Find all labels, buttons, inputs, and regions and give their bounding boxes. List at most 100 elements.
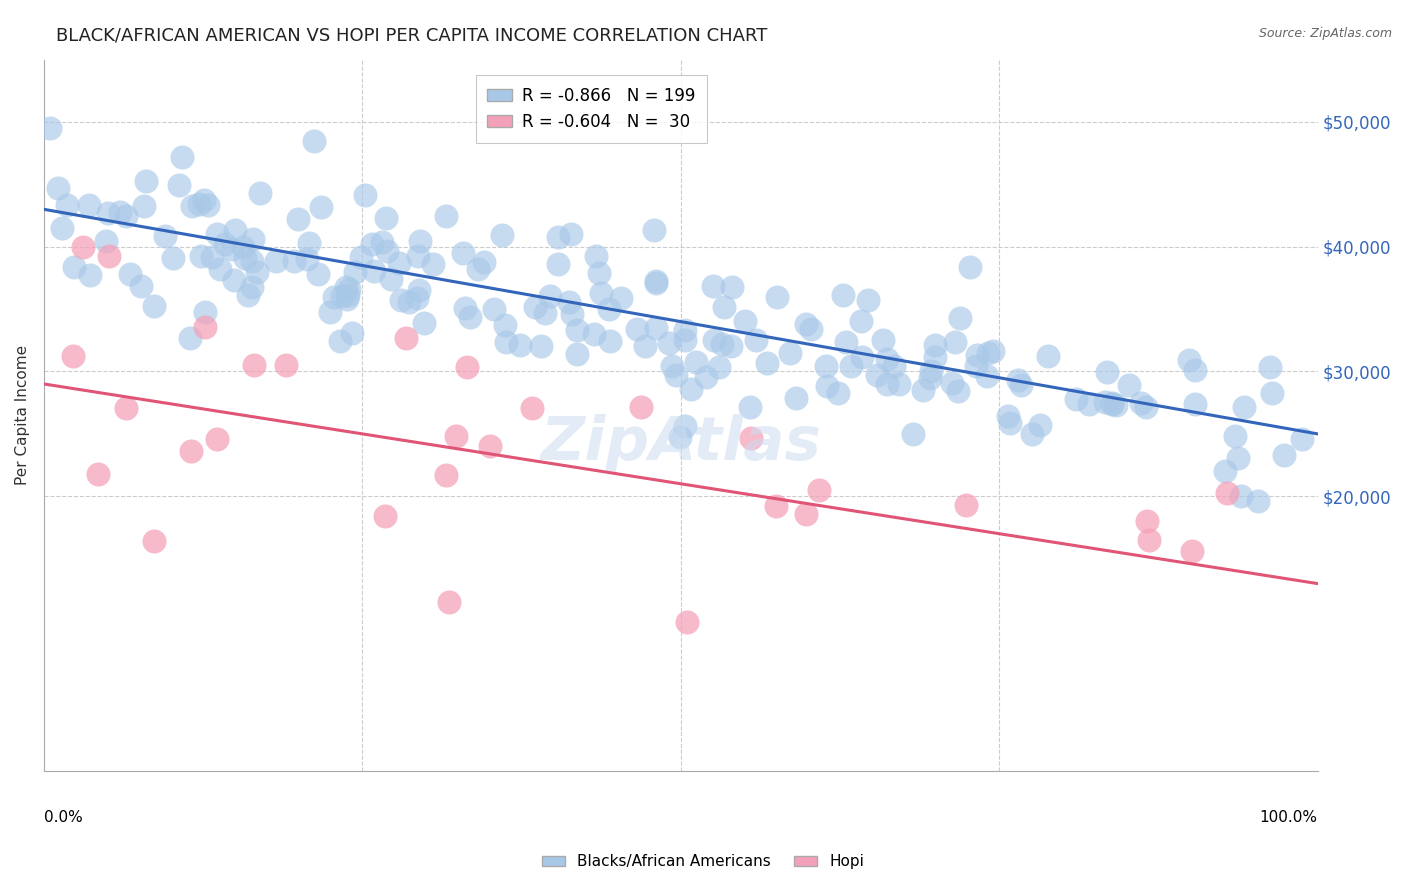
Point bbox=[1261, 386, 1284, 401]
Point bbox=[46, 181, 69, 195]
Point bbox=[609, 291, 631, 305]
Point bbox=[800, 322, 823, 336]
Point bbox=[214, 237, 236, 252]
Point bbox=[162, 251, 184, 265]
Point bbox=[340, 326, 363, 340]
Point bbox=[434, 468, 457, 483]
Point bbox=[274, 358, 297, 372]
Point bbox=[129, 279, 152, 293]
Point bbox=[377, 244, 399, 259]
Point bbox=[1291, 432, 1313, 446]
Point bbox=[924, 351, 946, 365]
Point bbox=[644, 276, 666, 290]
Point bbox=[491, 227, 513, 242]
Point bbox=[188, 196, 211, 211]
Point bbox=[630, 401, 652, 415]
Point bbox=[721, 280, 744, 294]
Point bbox=[1136, 514, 1159, 528]
Point bbox=[190, 249, 212, 263]
Point bbox=[1029, 417, 1052, 432]
Point bbox=[901, 427, 924, 442]
Point bbox=[668, 430, 690, 444]
Point bbox=[389, 293, 412, 307]
Point bbox=[495, 334, 517, 349]
Point bbox=[924, 338, 946, 352]
Point bbox=[115, 209, 138, 223]
Point bbox=[309, 200, 332, 214]
Point bbox=[530, 339, 553, 353]
Point bbox=[38, 120, 60, 135]
Point bbox=[1272, 448, 1295, 462]
Point bbox=[283, 254, 305, 268]
Point bbox=[167, 178, 190, 193]
Point bbox=[765, 499, 787, 513]
Point bbox=[1258, 360, 1281, 375]
Point bbox=[955, 498, 977, 512]
Point bbox=[665, 368, 688, 383]
Point bbox=[354, 188, 377, 202]
Point bbox=[232, 240, 254, 254]
Point bbox=[676, 615, 699, 629]
Point bbox=[560, 227, 582, 242]
Point bbox=[643, 223, 665, 237]
Point bbox=[97, 205, 120, 219]
Point bbox=[997, 409, 1019, 423]
Point bbox=[224, 223, 246, 237]
Point bbox=[179, 331, 201, 345]
Point bbox=[1077, 397, 1099, 411]
Text: 0.0%: 0.0% bbox=[44, 810, 83, 825]
Point bbox=[883, 359, 905, 373]
Point bbox=[242, 232, 264, 246]
Point bbox=[408, 234, 430, 248]
Point bbox=[1223, 428, 1246, 442]
Point bbox=[1181, 544, 1204, 558]
Point bbox=[831, 288, 853, 302]
Text: 100.0%: 100.0% bbox=[1260, 810, 1317, 825]
Point bbox=[408, 284, 430, 298]
Point bbox=[143, 299, 166, 313]
Point bbox=[1007, 373, 1029, 387]
Point bbox=[675, 333, 697, 347]
Point bbox=[478, 439, 501, 453]
Legend: R = -0.866   N = 199, R = -0.604   N =  30: R = -0.866 N = 199, R = -0.604 N = 30 bbox=[475, 75, 707, 143]
Point bbox=[307, 267, 329, 281]
Point bbox=[1137, 533, 1160, 547]
Point bbox=[1105, 398, 1128, 412]
Point bbox=[408, 249, 430, 263]
Point bbox=[1101, 397, 1123, 411]
Point bbox=[170, 150, 193, 164]
Point bbox=[839, 359, 862, 373]
Point bbox=[406, 291, 429, 305]
Point bbox=[118, 267, 141, 281]
Point bbox=[534, 306, 557, 320]
Point bbox=[547, 229, 569, 244]
Point bbox=[634, 339, 657, 353]
Point bbox=[1021, 427, 1043, 442]
Point bbox=[380, 272, 402, 286]
Point bbox=[858, 293, 880, 308]
Point bbox=[444, 429, 467, 443]
Point bbox=[337, 282, 360, 296]
Point bbox=[794, 508, 817, 522]
Point bbox=[814, 359, 837, 373]
Point bbox=[51, 221, 73, 235]
Point bbox=[454, 301, 477, 315]
Point bbox=[920, 371, 942, 385]
Point bbox=[1101, 395, 1123, 409]
Point bbox=[62, 349, 84, 363]
Point bbox=[876, 352, 898, 367]
Point bbox=[456, 360, 478, 375]
Point bbox=[920, 363, 942, 377]
Text: BLACK/AFRICAN AMERICAN VS HOPI PER CAPITA INCOME CORRELATION CHART: BLACK/AFRICAN AMERICAN VS HOPI PER CAPIT… bbox=[56, 27, 768, 45]
Point bbox=[1184, 363, 1206, 377]
Point bbox=[558, 295, 581, 310]
Point bbox=[98, 249, 121, 263]
Point bbox=[361, 237, 384, 252]
Point bbox=[1247, 494, 1270, 508]
Point bbox=[412, 316, 434, 330]
Point bbox=[948, 384, 970, 398]
Point bbox=[673, 323, 696, 337]
Point bbox=[287, 211, 309, 226]
Point bbox=[872, 333, 894, 347]
Point bbox=[329, 334, 352, 348]
